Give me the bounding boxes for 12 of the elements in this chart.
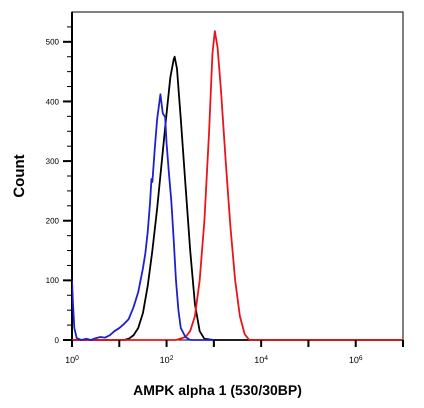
y-tick-label: 300 <box>46 156 60 166</box>
y-axis-title: Count <box>11 154 28 198</box>
y-tick-label: 0 <box>54 336 60 345</box>
x-tick-label: 10$^{2}$ <box>160 354 174 365</box>
y-tick-label: 500 <box>46 38 60 47</box>
x-axis-title: AMPK alpha 1 (530/30BP) <box>133 382 302 398</box>
y-tick-label: 400 <box>46 97 60 106</box>
x-tick-label: 10$^{6}$ <box>348 354 363 365</box>
x-tick-label: 10$^{0}$ <box>65 354 80 365</box>
x-tick-label: 10$^{4}$ <box>254 354 268 365</box>
y-tick-label: 200 <box>46 216 60 226</box>
y-tick-label: 100 <box>46 276 60 286</box>
